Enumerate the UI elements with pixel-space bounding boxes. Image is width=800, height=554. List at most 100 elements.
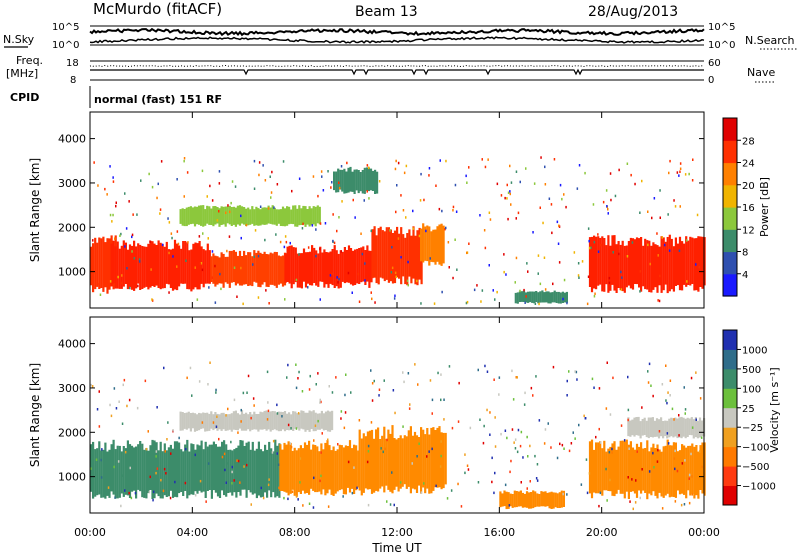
time-axis-title: Time UT xyxy=(371,541,422,554)
velocity-echo-cell xyxy=(297,448,300,493)
power-scatter-cell xyxy=(519,289,521,293)
power-echo-cell xyxy=(565,291,568,303)
power-scatter-cell xyxy=(496,290,498,294)
velocity-echo-cell xyxy=(554,492,557,508)
power-echo-cell xyxy=(644,238,647,290)
velocity-scatter-cell xyxy=(317,419,319,423)
velocity-echo-cell xyxy=(296,413,299,429)
power-echo-cell xyxy=(240,206,244,224)
power-echo-cell xyxy=(247,252,250,286)
velocity-scatter-cell xyxy=(201,421,204,424)
power-colorbar-label: 12 xyxy=(742,225,755,236)
power-scatter-cell xyxy=(639,211,641,214)
velocity-echo-region xyxy=(499,490,565,510)
power-echo-cell xyxy=(311,245,314,286)
power-echo-cell xyxy=(648,240,651,293)
power-scatter-cell xyxy=(507,191,510,194)
velocity-colorbar-label: −500 xyxy=(742,462,769,473)
velocity-scatter-cell xyxy=(95,458,98,461)
power-scatter-cell xyxy=(253,255,255,258)
power-colorbar-segment xyxy=(723,207,737,230)
velocity-echo-cell xyxy=(696,420,699,439)
power-echo-cell xyxy=(302,205,305,225)
velocity-scatter-cell xyxy=(620,424,623,427)
power-scatter-cell xyxy=(245,223,248,227)
velocity-scatter-cell xyxy=(344,411,347,414)
velocity-echo-cell xyxy=(206,446,209,491)
power-echo-cell xyxy=(198,241,201,290)
velocity-scatter-cell xyxy=(566,394,568,397)
power-scatter-cell xyxy=(578,164,581,167)
power-scatter-cell xyxy=(394,294,396,297)
power-echo-cell xyxy=(178,245,181,287)
velocity-scatter-cell xyxy=(512,398,515,401)
velocity-scatter-cell xyxy=(550,446,552,449)
velocity-echo-cell xyxy=(653,420,657,437)
power-scatter-cell xyxy=(563,193,565,196)
power-scatter-cell xyxy=(211,250,214,253)
velocity-scatter-cell xyxy=(517,428,520,432)
power-echo-cell xyxy=(273,251,276,286)
power-echo-cell xyxy=(543,292,546,303)
power-echo-cell xyxy=(678,236,682,291)
velocity-scatter-cell xyxy=(353,466,355,469)
velocity-scatter-cell xyxy=(688,501,691,505)
power-scatter-cell xyxy=(544,165,546,169)
velocity-scatter-cell xyxy=(189,366,192,370)
velocity-scatter-cell xyxy=(407,372,410,375)
power-echo-cell xyxy=(204,209,207,226)
power-scatter-cell xyxy=(138,258,141,261)
power-scatter-cell xyxy=(614,194,617,198)
velocity-echo-cell xyxy=(94,449,97,497)
power-scatter-cell xyxy=(506,197,508,200)
noise-right-tick-bottom: 10^0 xyxy=(708,40,735,51)
velocity-scatter-cell xyxy=(673,457,676,460)
velocity-scatter-cell xyxy=(298,370,300,374)
power-scatter-cell xyxy=(525,167,527,170)
velocity-scatter-cell xyxy=(276,412,279,415)
velocity-echo-cell xyxy=(281,449,284,491)
velocity-scatter-cell xyxy=(301,390,304,393)
power-echo-cell xyxy=(279,209,282,226)
velocity-echo-cell xyxy=(221,441,224,491)
velocity-scatter-cell xyxy=(371,399,374,402)
velocity-scatter-cell xyxy=(340,410,343,413)
velocity-echo-cell xyxy=(308,440,311,495)
velocity-echo-cell xyxy=(699,445,702,490)
velocity-scatter-cell xyxy=(266,418,269,421)
velocity-scatter-cell xyxy=(221,455,224,459)
power-scatter-cell xyxy=(543,256,546,259)
velocity-ytick-label: 1000 xyxy=(58,471,86,484)
power-echo-cell xyxy=(292,205,295,225)
velocity-scatter-cell xyxy=(340,417,342,420)
velocity-echo-cell xyxy=(344,445,347,495)
power-echo-cell xyxy=(672,246,675,292)
power-scatter-cell xyxy=(216,219,219,222)
power-scatter-cell xyxy=(545,291,548,295)
power-echo-cell xyxy=(590,236,594,293)
velocity-scatter-cell xyxy=(250,503,252,506)
velocity-scatter-cell xyxy=(199,479,202,483)
velocity-scatter-cell xyxy=(152,490,155,494)
power-scatter-cell xyxy=(607,212,609,215)
power-scatter-cell xyxy=(97,184,99,187)
power-scatter-cell xyxy=(620,270,622,274)
velocity-echo-cell xyxy=(198,412,201,431)
velocity-echo-cell xyxy=(627,417,630,437)
power-scatter-cell xyxy=(112,213,114,217)
power-echo-cell xyxy=(234,207,237,227)
velocity-scatter-cell xyxy=(599,441,602,444)
velocity-echo-cell xyxy=(519,490,522,507)
power-scatter-cell xyxy=(159,208,162,211)
power-scatter-cell xyxy=(338,216,340,219)
power-scatter-cell xyxy=(509,192,511,196)
power-echo-cell xyxy=(261,253,264,285)
velocity-scatter-cell xyxy=(399,481,402,484)
power-scatter-cell xyxy=(183,159,185,163)
power-scatter-cell xyxy=(696,213,699,217)
power-echo-cell xyxy=(263,207,266,225)
power-echo-cell xyxy=(561,291,564,303)
power-echo-cell xyxy=(359,172,362,192)
velocity-echo-cell xyxy=(167,447,170,497)
